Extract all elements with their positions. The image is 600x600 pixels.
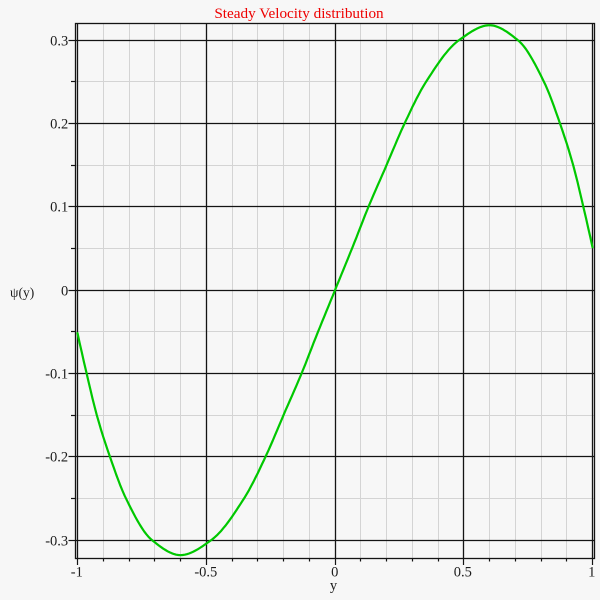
svg-text:-1: -1 — [71, 565, 83, 581]
svg-text:-0.5: -0.5 — [194, 565, 217, 581]
svg-text:1: 1 — [588, 565, 595, 581]
svg-text:0.3: 0.3 — [50, 33, 68, 49]
svg-text:-0.1: -0.1 — [45, 366, 68, 382]
svg-text:0: 0 — [331, 565, 338, 581]
svg-text:0.2: 0.2 — [50, 116, 68, 132]
svg-text:-0.3: -0.3 — [45, 533, 68, 549]
svg-text:0.5: 0.5 — [454, 565, 472, 581]
svg-text:Steady Velocity distribution: Steady Velocity distribution — [214, 5, 384, 22]
svg-text:0: 0 — [61, 283, 68, 299]
svg-text:-0.2: -0.2 — [45, 449, 68, 465]
svg-text:0.1: 0.1 — [50, 199, 68, 215]
svg-text:y: y — [330, 578, 338, 594]
svg-text:ψ(y): ψ(y) — [10, 285, 34, 300]
